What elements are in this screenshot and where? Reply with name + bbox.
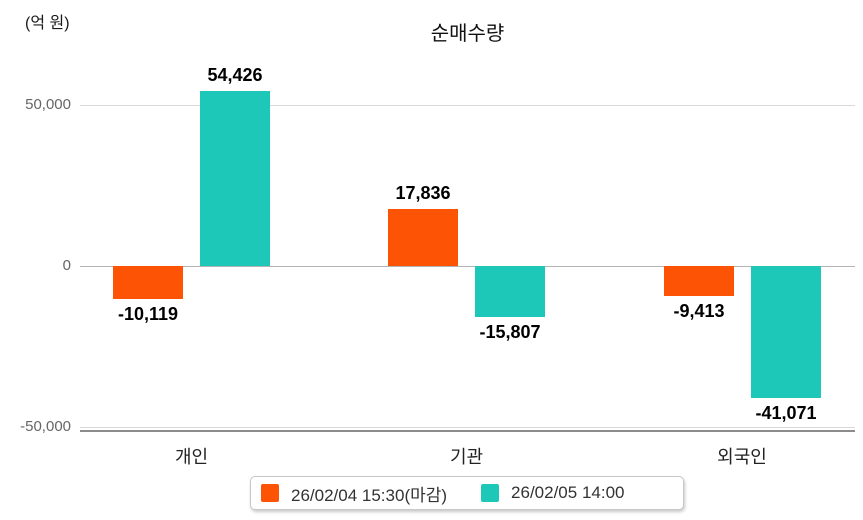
y-axis-tick-label: 50,000 bbox=[25, 96, 71, 113]
bar-value-label: 17,836 bbox=[395, 183, 451, 203]
gridline bbox=[80, 266, 855, 267]
x-axis-category-label: 외국인 bbox=[717, 447, 767, 467]
legend: 26/02/04 15:30(마감) 26/02/05 14:00 bbox=[250, 476, 684, 510]
bar bbox=[475, 266, 545, 317]
legend-swatch-orange bbox=[261, 484, 279, 502]
x-axis-category-label: 개인 bbox=[174, 447, 209, 467]
chart-title: 순매수량 bbox=[430, 23, 505, 45]
y-axis-tick-label: -50,000 bbox=[20, 418, 71, 435]
y-axis-tick-label: 0 bbox=[62, 257, 71, 274]
bar bbox=[113, 266, 183, 299]
x-axis-category-label: 기관 bbox=[449, 447, 484, 467]
bar-value-label: -15,807 bbox=[479, 322, 541, 342]
bar-value-label: -9,413 bbox=[673, 301, 725, 321]
bar bbox=[751, 266, 821, 398]
gridline bbox=[80, 105, 855, 106]
x-axis-line bbox=[80, 430, 855, 432]
legend-label: 26/02/05 14:00 bbox=[511, 483, 625, 502]
y-axis-unit-label: (억 원) bbox=[25, 15, 70, 32]
bar bbox=[388, 209, 458, 266]
legend-label: 26/02/04 15:30(마감) bbox=[291, 485, 448, 505]
bar-value-label: 54,426 bbox=[207, 65, 263, 85]
gridline bbox=[80, 427, 855, 428]
bar bbox=[664, 266, 734, 296]
bar-value-label: -41,071 bbox=[755, 403, 817, 423]
legend-swatch-teal bbox=[481, 484, 500, 502]
bar-value-label: -10,119 bbox=[117, 304, 179, 324]
legend-item-closing: 26/02/04 15:30(마감) bbox=[261, 481, 447, 506]
bar bbox=[200, 91, 270, 266]
legend-item-current: 26/02/05 14:00 bbox=[481, 483, 625, 503]
